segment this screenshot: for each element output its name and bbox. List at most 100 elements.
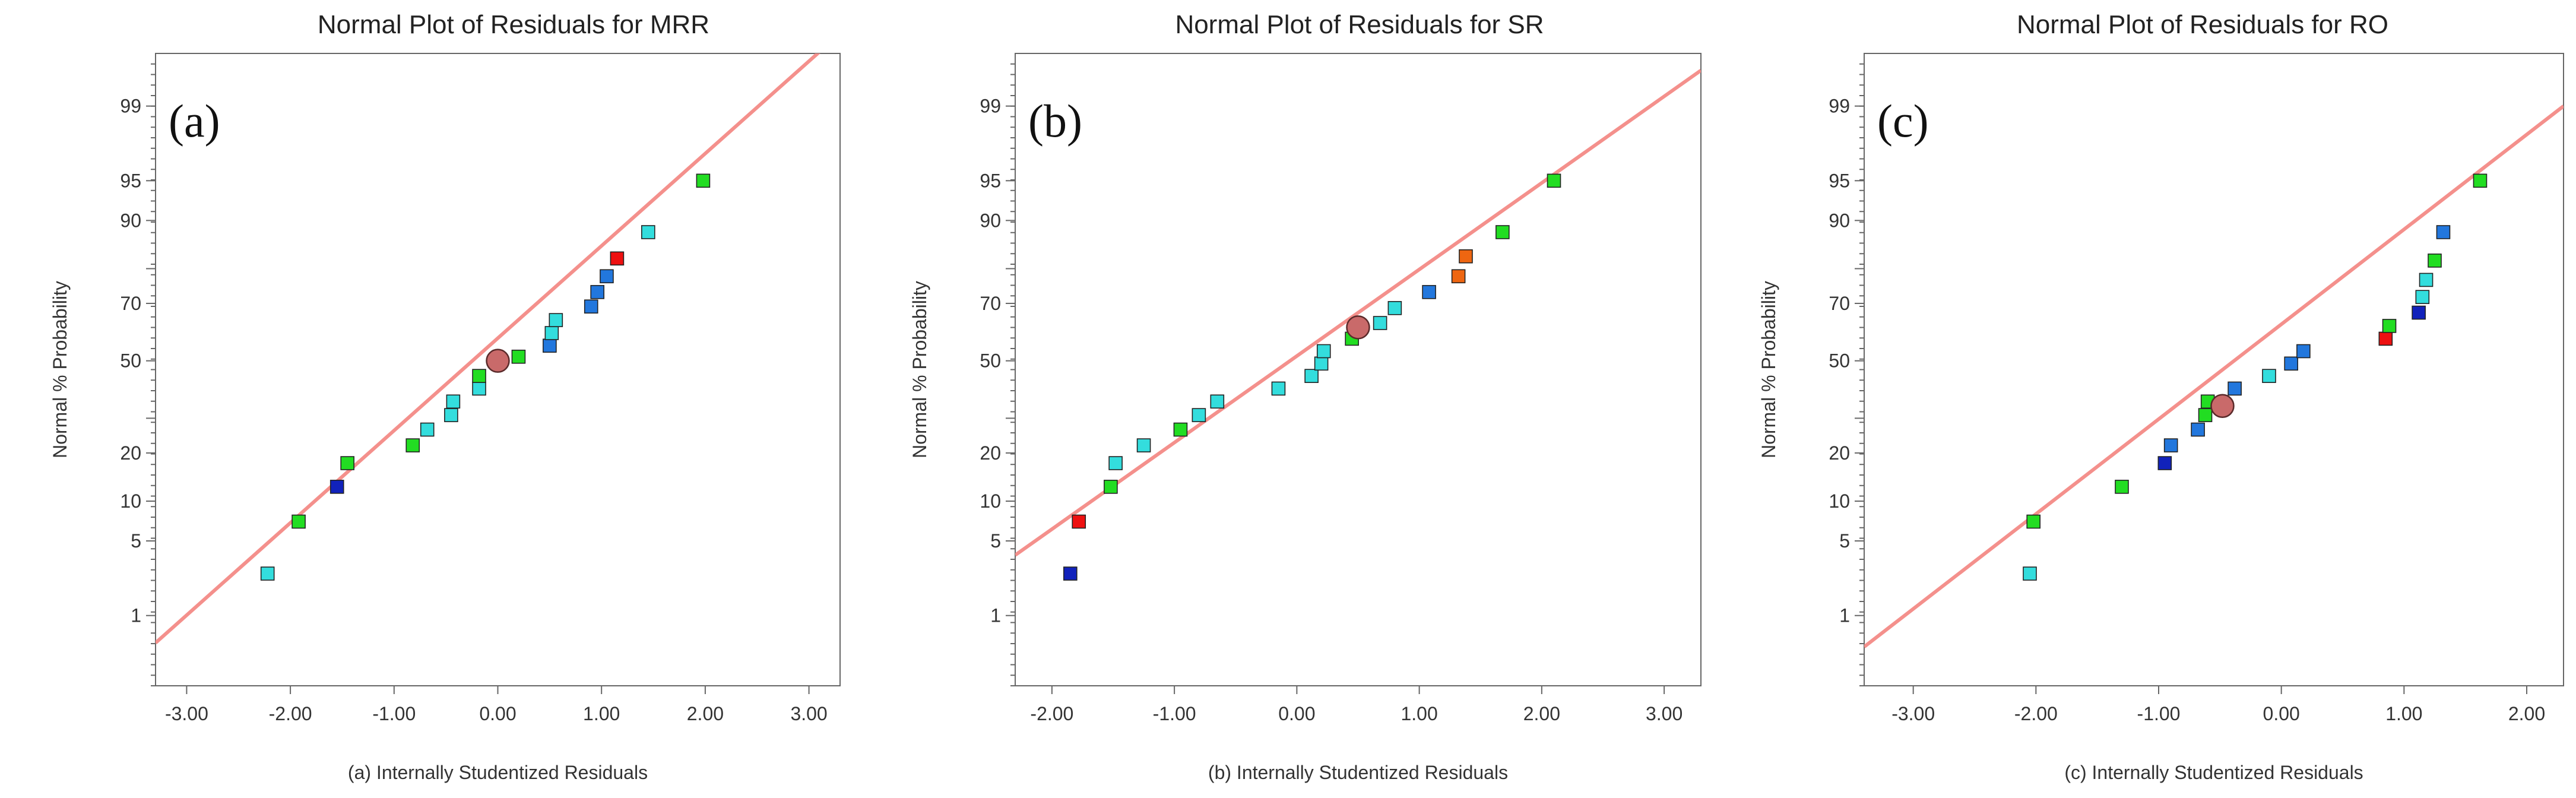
data-point [544,326,559,340]
data-point [2378,331,2393,346]
data-point [1459,249,1473,264]
data-point [2473,173,2488,188]
x-tick-label: -3.00 [165,703,208,724]
x-tick-label: 0.00 [1278,703,1315,724]
y-axis-label: Normal % Probability [909,281,930,458]
data-point [590,285,605,299]
data-point [2115,480,2129,494]
x-axis-label: (b) Internally Studentized Residuals [1208,762,1508,783]
data-point [2262,369,2276,383]
x-tick-label: 2.00 [2508,703,2545,724]
data-point [2026,514,2040,529]
data-point [2419,273,2434,287]
y-tick-label: 90 [120,210,141,231]
x-tick-label: -2.00 [2014,703,2058,724]
fit-line [156,53,820,644]
x-tick-label: -2.00 [1030,703,1073,724]
data-point [1547,173,1561,188]
chart-panel-3: Normal Plot of Residuals for RO (c) 1 5 10 20… [1758,10,2564,783]
x-tick-label: 3.00 [1646,703,1683,724]
x-axis-label: (c) Internally Studentized Residuals [2064,762,2363,783]
data-point [340,456,354,470]
y-tick-label: 90 [1829,210,1850,231]
y-axis-label: Normal % Probability [49,281,71,458]
x-tick-label: -1.00 [372,703,416,724]
x-tick-label: 0.00 [2263,703,2300,724]
data-point [1387,301,1402,315]
data-point [291,514,306,529]
data-point [1136,438,1151,452]
data-point [610,251,625,266]
data-point [696,173,711,188]
y-tick-label: 99 [1829,96,1850,117]
data-point [329,480,344,494]
data-point [641,225,655,239]
chart-panel-2: Normal Plot of Residuals for SR (b) 1 5 10 20… [909,10,1702,783]
y-tick-label: 90 [980,210,1001,231]
y-axis-label: Normal % Probability [1758,281,1779,458]
data-point [2415,290,2430,304]
x-tick-label: -2.00 [269,703,312,724]
data-point [2296,344,2311,359]
chart-title: Normal Plot of Residuals for SR [1175,10,1544,39]
data-point [472,369,486,383]
data-point [2382,319,2397,333]
x-tick-label: -1.00 [1153,703,1196,724]
x-tick-label: -1.00 [2137,703,2181,724]
data-point [1108,456,1123,470]
data-point [543,338,557,353]
y-tick-label: 50 [1829,350,1850,372]
data-point [1451,269,1466,284]
data-point [260,566,275,581]
data-point [1271,381,1286,396]
data-point [1314,356,1329,371]
data-point [446,394,461,409]
x-tick-label: 2.00 [687,703,724,724]
data-point [1422,285,1436,299]
y-tick-label: 99 [980,96,1001,117]
data-point [2157,456,2172,470]
data-point [2412,305,2426,320]
y-tick-label: 20 [980,442,1001,464]
y-tick-label: 20 [1829,442,1850,464]
y-tick-label: 20 [120,442,141,464]
y-tick-label: 70 [1829,293,1850,314]
data-point [2228,381,2242,396]
data-point [1316,344,1331,359]
y-tick-label: 50 [980,350,1001,372]
data-point [405,438,420,452]
y-tick-label: 1 [990,605,1001,626]
y-tick-label: 5 [1839,530,1850,552]
data-point [2284,356,2298,371]
center-point [1346,315,1370,340]
data-point [1210,394,1225,409]
y-tick-label: 1 [1839,605,1850,626]
x-tick-label: 1.00 [583,703,620,724]
y-tick-label: 95 [980,170,1001,191]
fit-line [1864,104,2564,648]
y-tick-label: 50 [120,350,141,372]
data-point [549,313,563,327]
y-tick-label: 95 [1829,170,1850,191]
x-tick-label: 0.00 [479,703,516,724]
y-tick-label: 70 [980,293,1001,314]
x-tick-label: -3.00 [1891,703,1935,724]
data-point [584,299,598,314]
plot-frame [1015,53,1702,686]
data-point [1072,514,1086,529]
panel-letter: (a) [169,95,220,147]
data-point [2198,408,2213,422]
y-tick-label: 5 [990,530,1001,552]
center-point [2210,394,2235,418]
plot-frame [1864,53,2564,686]
data-point [1173,422,1188,437]
y-tick-label: 10 [1829,490,1850,512]
y-tick-label: 1 [131,605,141,626]
data-point [1304,369,1319,383]
data-point [511,349,526,364]
y-tick-label: 99 [120,96,141,117]
data-point [1495,225,1510,239]
y-tick-label: 5 [131,530,141,552]
data-point [2163,438,2178,452]
